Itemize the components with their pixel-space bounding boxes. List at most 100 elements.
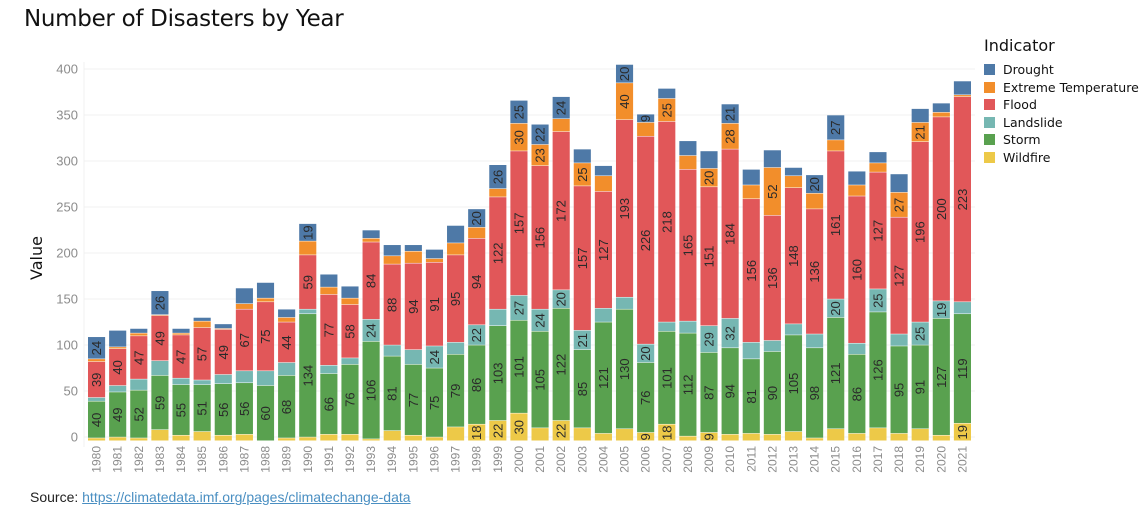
bar-segment-storm[interactable] <box>299 314 317 437</box>
bar-segment-storm[interactable] <box>594 322 612 434</box>
bar-segment-landslide[interactable] <box>531 309 549 332</box>
bar-segment-extreme-temperature[interactable] <box>510 123 528 151</box>
bar-segment-storm[interactable] <box>658 331 676 424</box>
bar-segment-storm[interactable] <box>932 318 950 435</box>
bar-segment-storm[interactable] <box>552 308 570 421</box>
bar-segment-landslide[interactable] <box>130 379 148 390</box>
bar-segment-storm[interactable] <box>320 373 338 435</box>
bar-segment-drought[interactable] <box>573 149 591 163</box>
bar-segment-landslide[interactable] <box>235 371 253 383</box>
bar-segment-landslide[interactable] <box>404 349 422 365</box>
bar-segment-landslide[interactable] <box>679 321 697 333</box>
bar-segment-flood[interactable] <box>594 191 612 309</box>
bar-segment-flood[interactable] <box>890 217 908 334</box>
bar-segment-wildfire[interactable] <box>637 432 655 441</box>
bar-segment-landslide[interactable] <box>827 299 845 318</box>
bar-segment-drought[interactable] <box>109 330 127 347</box>
bar-segment-drought[interactable] <box>869 152 887 163</box>
bar-segment-landslide[interactable] <box>299 309 317 314</box>
bar-segment-storm[interactable] <box>573 349 591 428</box>
bar-segment-landslide[interactable] <box>953 302 971 314</box>
bar-segment-flood[interactable] <box>193 327 211 380</box>
bar-segment-drought[interactable] <box>404 245 422 251</box>
bar-segment-extreme-temperature[interactable] <box>362 238 380 242</box>
bar-segment-storm[interactable] <box>256 385 275 441</box>
bar-segment-wildfire[interactable] <box>679 436 697 441</box>
bar-segment-wildfire[interactable] <box>953 423 971 441</box>
bar-segment-storm[interactable] <box>615 309 634 429</box>
bar-segment-drought[interactable] <box>130 328 148 333</box>
bar-segment-wildfire[interactable] <box>425 437 444 441</box>
bar-segment-wildfire[interactable] <box>827 429 845 441</box>
bar-segment-flood[interactable] <box>130 336 148 379</box>
bar-segment-landslide[interactable] <box>932 301 950 319</box>
bar-segment-wildfire[interactable] <box>489 420 507 441</box>
bar-segment-flood[interactable] <box>510 151 528 296</box>
bar-segment-drought[interactable] <box>320 274 338 287</box>
bar-segment-drought[interactable] <box>299 223 317 241</box>
bar-segment-extreme-temperature[interactable] <box>573 163 591 186</box>
bar-segment-extreme-temperature[interactable] <box>172 333 190 335</box>
bar-segment-drought[interactable] <box>172 328 190 333</box>
bar-segment-wildfire[interactable] <box>320 434 338 441</box>
bar-segment-storm[interactable] <box>510 320 528 413</box>
bar-segment-extreme-temperature[interactable] <box>890 192 908 217</box>
bar-segment-drought[interactable] <box>763 150 781 168</box>
bar-segment-storm[interactable] <box>172 384 190 435</box>
bar-segment-drought[interactable] <box>151 291 169 315</box>
bar-segment-extreme-temperature[interactable] <box>552 119 570 132</box>
bar-segment-wildfire[interactable] <box>552 420 570 441</box>
bar-segment-storm[interactable] <box>235 383 253 435</box>
bar-segment-landslide[interactable] <box>658 322 676 332</box>
bar-segment-extreme-temperature[interactable] <box>299 241 317 255</box>
bar-segment-wildfire[interactable] <box>172 435 190 441</box>
bar-segment-storm[interactable] <box>447 354 465 427</box>
legend-item-wildfire[interactable]: Wildfire <box>984 149 1139 167</box>
bar-segment-storm[interactable] <box>531 331 549 428</box>
bar-segment-storm[interactable] <box>763 351 781 435</box>
bar-segment-storm[interactable] <box>911 345 929 429</box>
bar-segment-flood[interactable] <box>615 119 634 297</box>
bar-segment-drought[interactable] <box>278 309 296 318</box>
bar-segment-landslide[interactable] <box>256 371 275 386</box>
bar-segment-wildfire[interactable] <box>447 427 465 441</box>
bar-segment-wildfire[interactable] <box>721 434 739 441</box>
bar-segment-flood[interactable] <box>235 309 253 371</box>
bar-segment-drought[interactable] <box>932 103 950 113</box>
bar-segment-wildfire[interactable] <box>890 433 908 441</box>
bar-segment-drought[interactable] <box>615 64 634 83</box>
bar-segment-landslide[interactable] <box>637 344 655 363</box>
bar-segment-landslide[interactable] <box>700 326 718 353</box>
bar-segment-landslide[interactable] <box>742 342 760 359</box>
bar-segment-wildfire[interactable] <box>193 431 211 441</box>
bar-segment-storm[interactable] <box>193 384 211 432</box>
bar-segment-drought[interactable] <box>88 337 106 359</box>
bar-segment-storm[interactable] <box>341 364 359 435</box>
bar-segment-storm[interactable] <box>827 317 845 429</box>
bar-segment-wildfire[interactable] <box>911 429 929 441</box>
bar-segment-storm[interactable] <box>869 312 887 428</box>
bar-segment-landslide[interactable] <box>109 385 127 392</box>
bar-segment-extreme-temperature[interactable] <box>425 258 444 263</box>
bar-segment-drought[interactable] <box>721 104 739 124</box>
bar-segment-landslide[interactable] <box>784 324 803 335</box>
bar-segment-wildfire[interactable] <box>151 429 169 441</box>
bar-segment-landslide[interactable] <box>447 342 465 355</box>
bar-segment-drought[interactable] <box>594 165 612 176</box>
bar-segment-landslide[interactable] <box>172 378 190 385</box>
bar-segment-flood[interactable] <box>489 197 507 309</box>
bar-segment-drought[interactable] <box>362 230 380 239</box>
bar-segment-storm[interactable] <box>848 354 866 434</box>
bar-segment-wildfire[interactable] <box>109 437 127 441</box>
bar-segment-landslide[interactable] <box>869 289 887 312</box>
bar-segment-extreme-temperature[interactable] <box>235 303 253 309</box>
bar-segment-extreme-temperature[interactable] <box>848 185 866 196</box>
bar-segment-flood[interactable] <box>362 242 380 320</box>
bar-segment-storm[interactable] <box>362 341 380 439</box>
bar-segment-landslide[interactable] <box>151 360 169 376</box>
bar-segment-flood[interactable] <box>88 361 106 398</box>
bar-segment-flood[interactable] <box>911 142 929 322</box>
bar-segment-extreme-temperature[interactable] <box>341 298 359 305</box>
bar-segment-flood[interactable] <box>932 117 950 301</box>
bar-segment-extreme-temperature[interactable] <box>658 98 676 122</box>
